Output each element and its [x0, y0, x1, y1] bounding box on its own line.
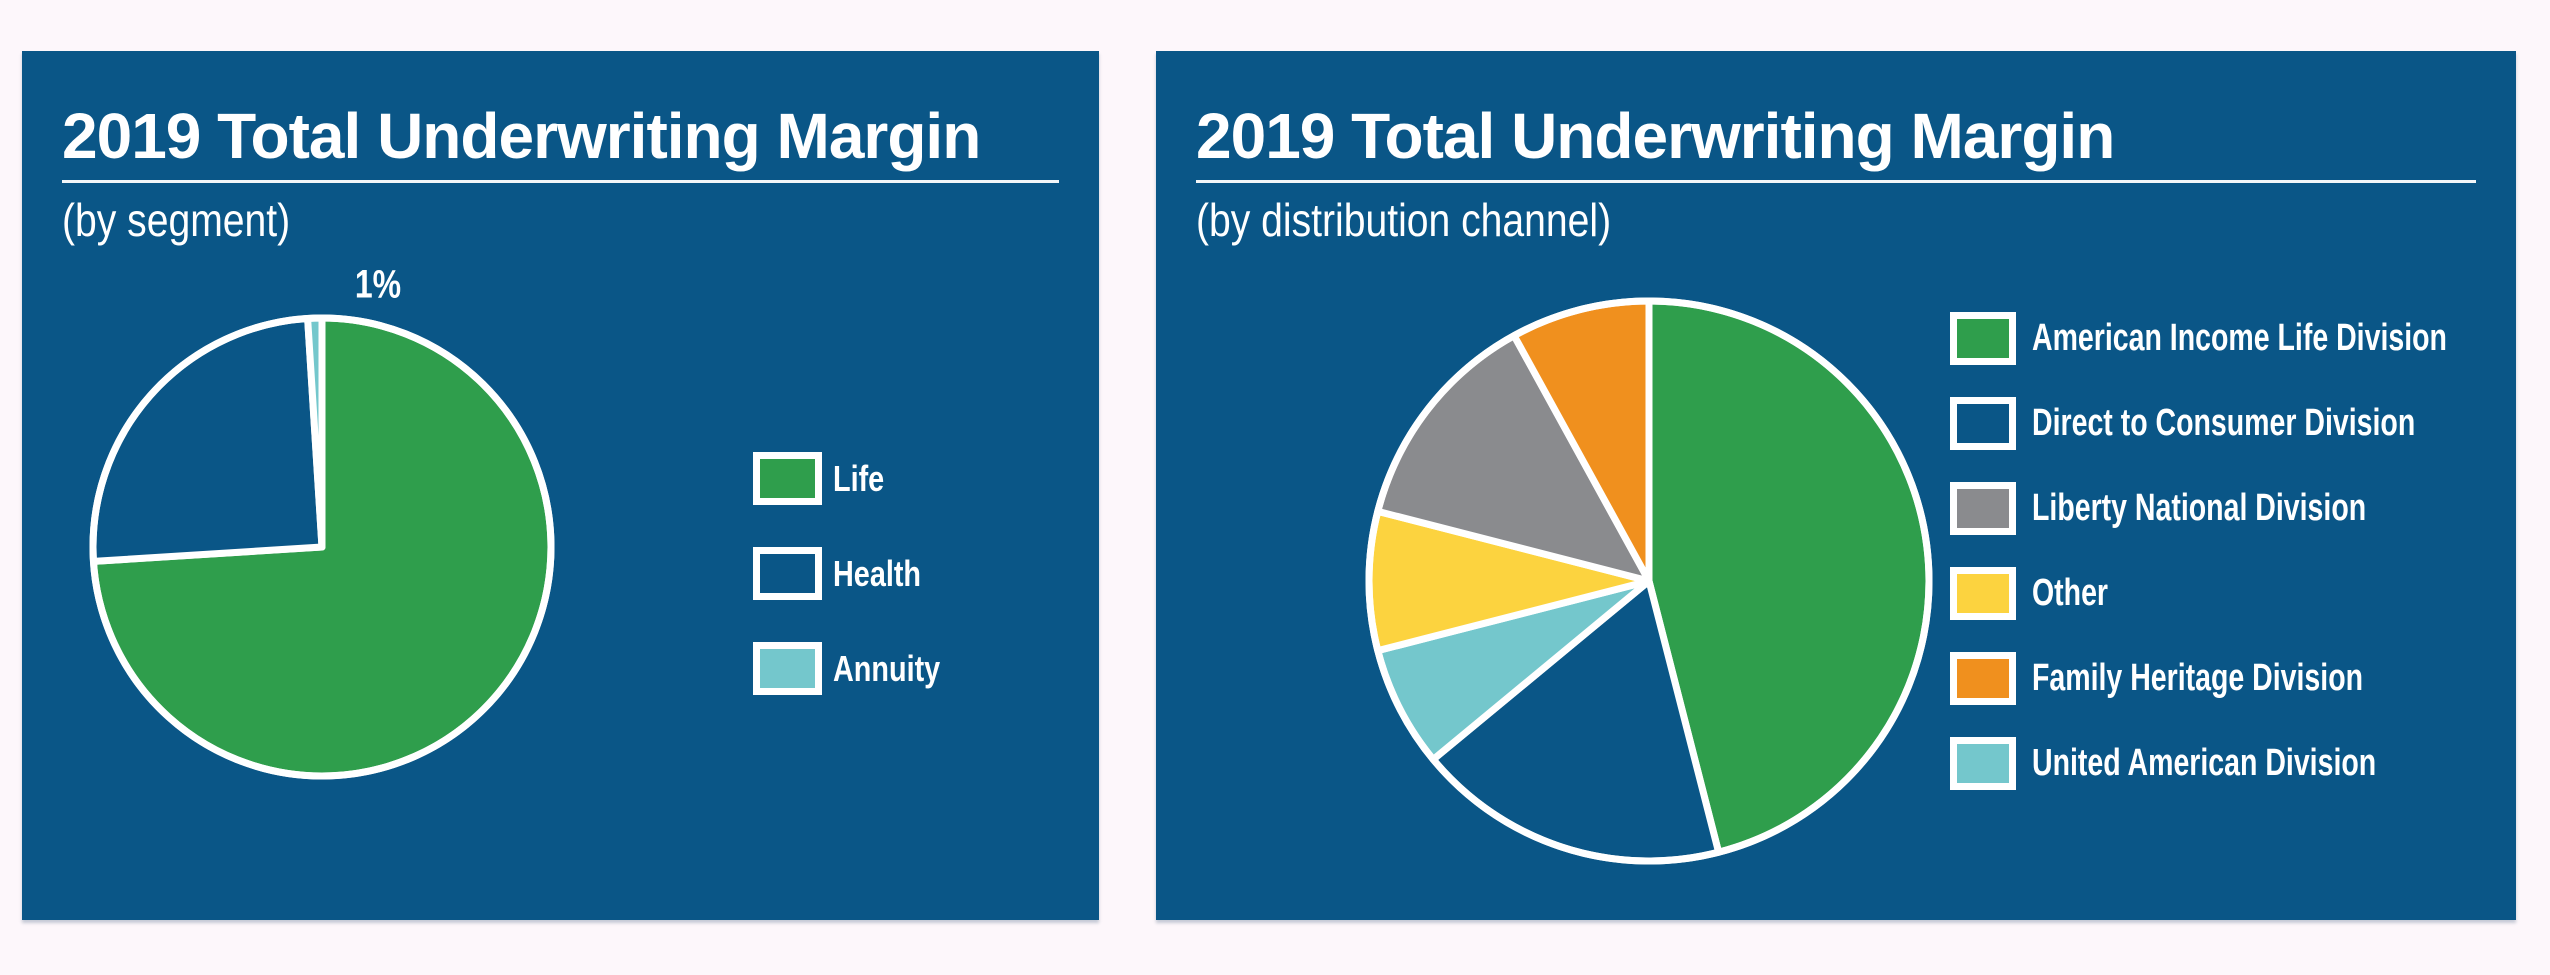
- legend-label: Family Heritage Division: [2032, 657, 2364, 699]
- legend-swatch-family-heritage-division: [1950, 652, 2016, 705]
- legend-item-direct-to-consumer-division: Direct to Consumer Division: [1950, 397, 2550, 450]
- pie-slice-health: [89, 314, 326, 565]
- legend-swatch-other: [1950, 567, 2016, 620]
- legend-item-other: Other: [1950, 567, 2550, 620]
- legend-swatch-life: [753, 452, 822, 505]
- legend-swatch-health: [753, 547, 822, 600]
- chart-title: 2019 Total Underwriting Margin: [62, 100, 981, 172]
- pie-chart: [1365, 297, 1933, 865]
- legend-item-united-american-division: United American Division: [1950, 737, 2550, 790]
- legend-item-family-heritage-division: Family Heritage Division: [1950, 652, 2550, 705]
- legend-label: Health: [833, 552, 922, 594]
- legend-swatch-annuity: [753, 642, 822, 695]
- pie-chart: [89, 314, 555, 780]
- legend: American Income Life Division Direct to C…: [1950, 312, 2550, 822]
- chart-subtitle: (by segment): [62, 194, 291, 246]
- legend-item-health: Health: [753, 547, 967, 600]
- legend-item-american-income-life-division: American Income Life Division: [1950, 312, 2550, 365]
- legend-swatch-liberty-national-division: [1950, 482, 2016, 535]
- legend-label: Other: [2032, 572, 2109, 614]
- panel-by-distribution-channel: 2019 Total Underwriting Margin (by distr…: [1156, 51, 2516, 920]
- slice-value-label-annuity: 1%: [354, 262, 402, 307]
- legend-label: Direct to Consumer Division: [2032, 402, 2416, 444]
- panel-by-segment: 2019 Total Underwriting Margin (by segme…: [22, 51, 1099, 920]
- legend-label: Annuity: [833, 647, 941, 689]
- legend-label: American Income Life Division: [2032, 317, 2447, 359]
- pie-outline: [1365, 297, 1933, 865]
- chart-subtitle: (by distribution channel): [1196, 194, 1612, 246]
- legend-item-liberty-national-division: Liberty National Division: [1950, 482, 2550, 535]
- title-underline: [62, 180, 1059, 183]
- legend-item-annuity: Annuity: [753, 642, 967, 695]
- legend-label: Liberty National Division: [2032, 487, 2367, 529]
- legend: Life Health Annuity: [753, 452, 967, 737]
- legend-swatch-american-income-life-division: [1950, 312, 2016, 365]
- chart-title: 2019 Total Underwriting Margin: [1196, 100, 2115, 172]
- legend-swatch-direct-to-consumer-division: [1950, 397, 2016, 450]
- legend-label: United American Division: [2032, 742, 2377, 784]
- legend-label: Life: [833, 457, 885, 499]
- pie-outline: [89, 314, 555, 780]
- legend-swatch-united-american-division: [1950, 737, 2016, 790]
- title-underline: [1196, 180, 2476, 183]
- legend-item-life: Life: [753, 452, 967, 505]
